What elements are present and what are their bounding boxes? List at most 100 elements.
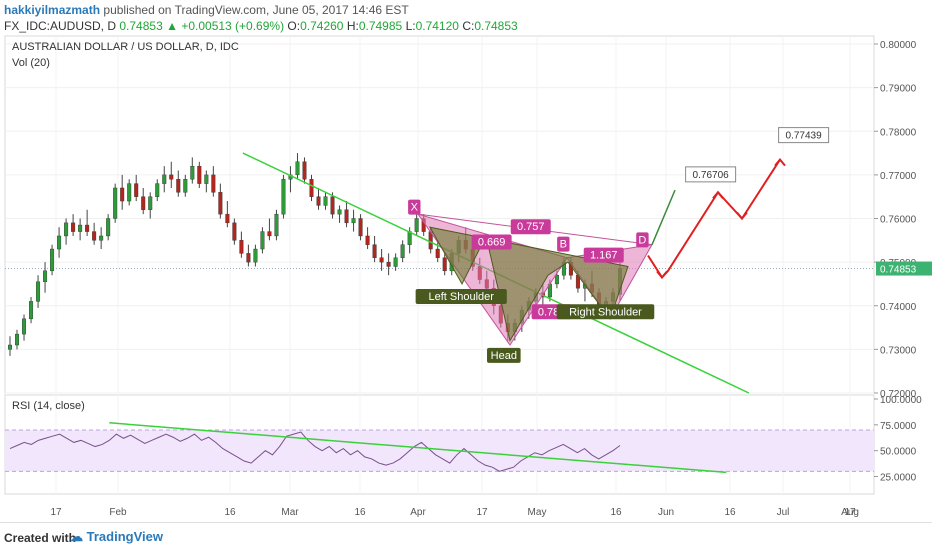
candle-up [106,218,111,237]
candle-up [337,209,342,215]
candle-up [57,235,62,250]
target-price-label: 0.76706 [693,170,730,181]
tradingview-brand: TradingView [86,529,163,544]
time-tick-label: 17 [50,507,62,518]
low-label: L: [405,19,416,33]
candle-down [386,261,391,267]
rsi-tick-label: 100.0000 [880,395,922,406]
time-tick-label: 16 [354,507,366,518]
close-value: 0.74853 [474,19,518,33]
fib-ratio-label-box [471,234,512,250]
candle-up [253,248,258,263]
target-price-box[interactable] [778,127,830,144]
price-tick-label: 0.76000 [880,215,917,226]
rsi-line [9,431,621,472]
rsi-tick-label: 50.0000 [880,447,917,458]
candle-up [50,248,55,272]
candle-down [330,196,335,215]
rsi-tick-label: 25.0000 [880,473,917,484]
candle-up [204,174,209,184]
pattern-point-label: B [560,239,567,251]
candle-down [211,174,216,193]
pattern-point-label-box [557,236,570,252]
candle-down [365,235,370,245]
volume-label: Vol (20) [12,57,50,69]
open-value: 0.74260 [300,19,344,33]
time-tick-label: Jun [658,507,674,518]
candle-down [225,213,230,224]
head-and-shoulders-pattern[interactable] [429,226,629,342]
pattern-point-label: D [638,234,646,246]
open-label: O: [287,19,301,33]
time-tick-label: Aug [841,507,859,518]
pattern-name-label-box [487,347,521,363]
pattern-name-label-box [556,304,655,320]
candle-down [435,248,440,258]
projection-arrowhead [712,190,724,199]
candle-down [71,222,76,232]
author-link[interactable]: hakkiyilmazmath [4,3,101,17]
fib-ratio-label-box [583,247,624,263]
price-tick-label: 0.73000 [880,345,917,356]
candle-up [162,174,167,184]
candle-down [302,161,307,180]
pattern-name-label: Left Shoulder [429,291,495,303]
candle-down [309,179,314,197]
created-with-text: Created with [4,531,77,545]
fib-ratio-label: 0.757 [517,221,545,233]
high-label: H: [346,19,359,33]
candle-up [260,231,265,250]
candle-up [78,224,83,232]
publish-line: hakkiyilmazmath published on TradingView… [4,3,409,17]
candle-down [232,222,237,241]
projection-arrowhead [736,211,748,221]
symbol-label: FX_IDC:AUDUSD, D [4,19,117,33]
rsi-trendline[interactable] [109,422,727,474]
candle-down [169,174,174,180]
candle-down [141,196,146,210]
pattern-name-label: Right Shoulder [569,306,642,318]
candle-down [197,165,202,184]
candle-up [99,235,104,241]
candle-up [190,165,195,180]
high-value: 0.74985 [358,19,403,33]
pattern-name-label-box [415,289,507,305]
candle-down [85,224,90,232]
rsi-label: RSI (14, close) [12,400,85,412]
candle-up [29,301,34,320]
candle-up [36,281,41,302]
pattern-point-label-box [636,232,649,248]
candle-down [358,218,363,237]
tradingview-logo[interactable]: ☁ TradingView [70,529,163,545]
target-price-box[interactable] [685,166,737,183]
rsi-tick-label: 75.0000 [880,421,917,432]
publish-info: published on TradingView.com, June 05, 2… [103,3,409,17]
last-price-tag [876,261,932,276]
time-tick-label: May [528,507,547,518]
time-tick-label: Apr [410,507,426,518]
price-change: +0.00513 (+0.69%) [181,19,285,33]
fib-ratio-label: 1.167 [590,250,618,262]
candle-down [372,244,377,258]
candle-up [64,222,69,237]
candle-up [7,344,12,350]
chart-header: hakkiyilmazmath published on TradingView… [0,0,932,36]
time-tick-label: Mar [281,507,299,518]
candle-down [267,231,272,237]
last-price: 0.74853 [119,19,163,33]
candle-up [155,183,160,197]
time-tick-label: Jul [777,507,790,518]
price-tick-label: 0.72000 [880,389,917,400]
price-tick-label: 0.77000 [880,171,917,182]
projection-arrowhead [656,270,668,279]
candle-down [92,231,97,241]
close-label: C: [462,19,475,33]
candle-up [43,270,48,282]
price-tick-label: 0.79000 [880,84,917,95]
candle-down [246,253,251,263]
candle-down [239,240,244,254]
candle-up [295,161,300,176]
target-price-label: 0.77439 [786,131,823,142]
candle-up [281,179,286,215]
